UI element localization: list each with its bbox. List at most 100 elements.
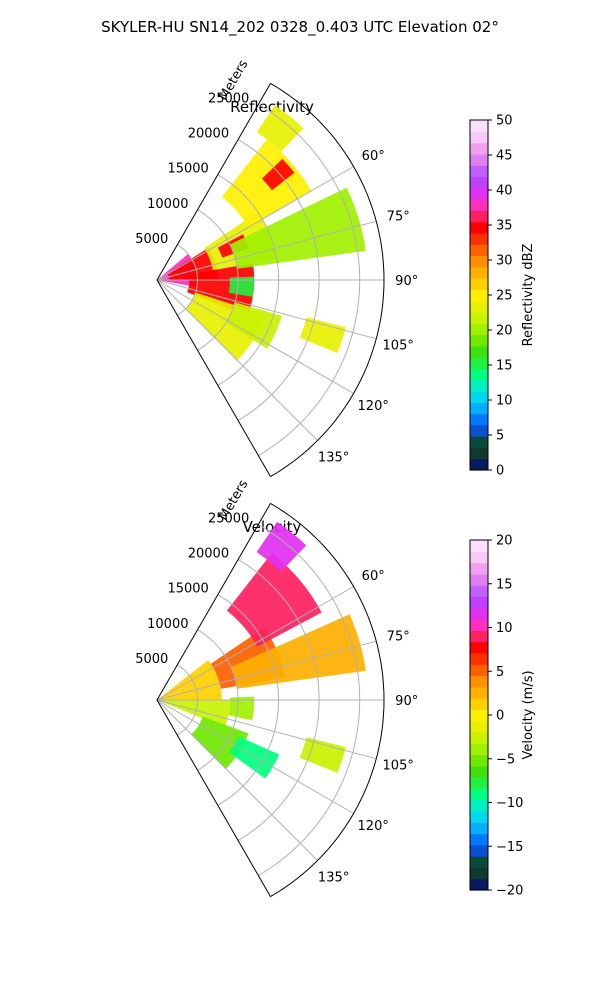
colorbar-label: Reflectivity dBZ	[521, 244, 536, 347]
colorbar-swatch	[470, 458, 488, 471]
colorbar-swatch	[470, 641, 488, 654]
data-bin	[299, 737, 346, 773]
colorbar-swatch	[470, 244, 488, 257]
colorbar-tick-label: 50	[496, 114, 513, 129]
colorbar-tick-label: 10	[496, 621, 513, 636]
colorbar-swatch	[470, 765, 488, 778]
colorbar-swatch	[470, 120, 488, 132]
grid-spoke	[156, 699, 354, 814]
data-bin	[226, 553, 322, 647]
colorbar-tick-label: 30	[496, 254, 513, 269]
data-bin	[256, 521, 307, 572]
colorbar-swatch	[470, 142, 488, 155]
chart-panel-velocity: Velocity60°75°90°105°120°135°50001000015…	[135, 477, 536, 898]
colorbar-tick-label: 10	[496, 394, 513, 409]
colorbar-tick-label: 20	[496, 324, 513, 339]
data-bin	[228, 696, 255, 721]
data-bin	[225, 302, 282, 349]
colorbar-swatch	[470, 165, 488, 178]
colorbar-label: Velocity (m/s)	[521, 670, 536, 759]
colorbar-swatch	[470, 187, 488, 200]
grid-spoke	[156, 279, 377, 340]
colorbar-tick-label: −10	[496, 796, 523, 811]
colorbar-swatch	[470, 199, 488, 211]
colorbar-tick-label: 25	[496, 289, 513, 304]
colorbar-swatch	[470, 686, 488, 699]
chart-panel-reflectivity: Reflectivity60°75°90°105°120°135°5000100…	[135, 57, 536, 478]
colorbar-swatch	[470, 652, 488, 665]
colorbar-tick-label: 15	[496, 577, 513, 592]
colorbar-swatch	[470, 210, 488, 223]
colorbar-swatch	[470, 743, 488, 756]
grid-spoke	[156, 220, 377, 281]
outer-arc	[270, 82, 385, 478]
colorbar-swatch	[470, 278, 488, 290]
colorbar-tick-label: −5	[496, 752, 515, 767]
r-tick-label: 5000	[135, 232, 168, 247]
colorbar-swatch	[470, 833, 488, 846]
colorbar-swatch	[470, 585, 488, 598]
colorbar-swatch	[470, 447, 488, 460]
theta-tick-label: 105°	[383, 759, 414, 774]
grid	[156, 524, 384, 876]
theta-tick-label: 120°	[358, 819, 389, 834]
theta-tick-label: 75°	[387, 629, 410, 644]
colorbar-swatch	[470, 413, 488, 426]
colorbar-tick-label: 0	[496, 709, 504, 724]
colorbar-swatch	[470, 540, 488, 552]
theta-tick-label: 90°	[395, 694, 418, 709]
colorbar-tick-label: 35	[496, 219, 513, 234]
frame-edge	[156, 699, 271, 897]
data-bin	[231, 614, 366, 689]
grid-spoke	[156, 586, 354, 701]
r-tick-label: 20000	[188, 547, 229, 562]
colorbar-tick-label: 20	[496, 534, 513, 549]
colorbar-swatch	[470, 131, 488, 144]
colorbar-swatch	[470, 323, 488, 336]
theta-tick-label: 135°	[318, 871, 349, 886]
data-bin	[262, 158, 295, 191]
colorbar-swatch	[470, 402, 488, 415]
figure-title: SKYLER-HU SN14_202 0328_0.403 UTC Elevat…	[101, 18, 499, 37]
colorbar-swatch	[470, 607, 488, 620]
colorbar-swatch	[470, 675, 488, 688]
grid-spoke	[156, 279, 318, 441]
data-bin	[299, 317, 346, 353]
colorbar-tick-label: 40	[496, 184, 513, 199]
colorbar-swatch	[470, 788, 488, 801]
grid-spoke	[156, 699, 318, 861]
colorbar-swatch	[470, 176, 488, 189]
r-tick-label: 5000	[135, 652, 168, 667]
colorbar-swatch	[470, 311, 488, 324]
chart-title: Reflectivity	[230, 98, 314, 116]
colorbar-swatch	[470, 368, 488, 381]
colorbar-swatch	[470, 822, 488, 835]
frame-edge	[156, 83, 271, 281]
colorbar-tick-label: 45	[496, 149, 513, 164]
colorbar-tick-label: 0	[496, 464, 504, 479]
r-tick-label: 15000	[167, 582, 208, 597]
colorbar-swatch	[470, 709, 488, 722]
colorbar-swatch	[470, 777, 488, 789]
colorbar-swatch	[470, 153, 488, 166]
colorbar-swatch	[470, 334, 488, 347]
colorbar-swatch	[470, 856, 488, 869]
colorbar-swatch	[470, 390, 488, 403]
colorbar-swatch	[470, 664, 488, 677]
theta-tick-label: 60°	[362, 149, 385, 164]
colorbar-swatch	[470, 562, 488, 575]
colorbar: 0 5 10 15 20 25 30 35 40 45 50 Reflectivity dBZ	[469, 114, 536, 479]
colorbar-swatch	[470, 844, 488, 857]
colorbar: −20 −15 −10 −5 0 5 10 15 20 Velocity (m/s)	[469, 534, 536, 899]
data-regions	[157, 521, 366, 779]
grid	[156, 104, 384, 456]
colorbar-swatch	[470, 221, 488, 234]
theta-tick-label: 90°	[395, 274, 418, 289]
r-tick-label: 25000	[208, 512, 249, 527]
r-tick-label: 10000	[147, 197, 188, 212]
r-tick-label: 10000	[147, 617, 188, 632]
colorbar-swatch	[470, 867, 488, 880]
theta-tick-label: 60°	[362, 569, 385, 584]
theta-tick-label: 105°	[383, 339, 414, 354]
